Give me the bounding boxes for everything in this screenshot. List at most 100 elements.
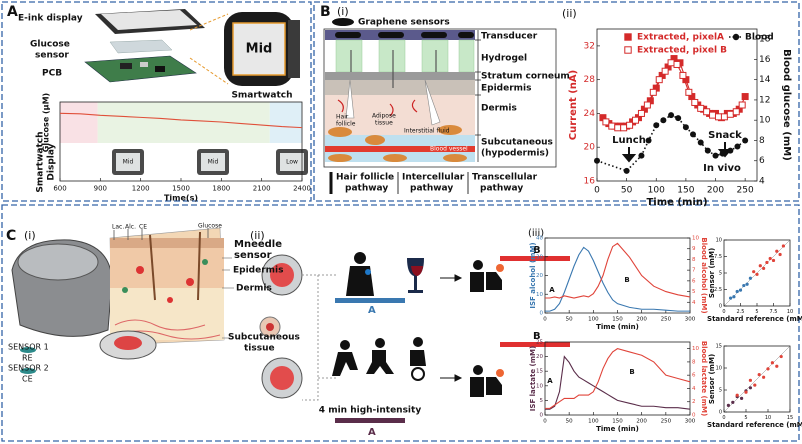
protocol-illustration-part bbox=[500, 256, 570, 261]
y2-axis-label: Blood lactate (mM) bbox=[700, 341, 708, 416]
x-axis-label: Time (min) bbox=[596, 425, 639, 433]
marker bbox=[709, 111, 717, 119]
marker bbox=[729, 296, 733, 300]
annotation: A bbox=[549, 286, 555, 294]
callout: Adipose bbox=[372, 113, 396, 120]
x-tick-label: 5 bbox=[755, 309, 758, 315]
device-illustration-part bbox=[288, 20, 300, 78]
y-tick-label: 20 bbox=[536, 354, 543, 360]
x-tick-label: 10 bbox=[787, 309, 793, 315]
marker bbox=[752, 270, 756, 274]
x-tick-label: 0 bbox=[543, 316, 547, 322]
x-tick-label: 1200 bbox=[132, 184, 150, 192]
marker bbox=[719, 150, 726, 157]
sensor-illustration-part bbox=[136, 266, 194, 303]
skin-diagram-part bbox=[323, 28, 557, 168]
y-axis-label: Glucose (μM) bbox=[42, 93, 51, 152]
y-tick-label: 10 bbox=[536, 292, 543, 298]
marker bbox=[768, 256, 772, 261]
screen-text: Mid bbox=[246, 42, 273, 57]
y-tick-label: 0 bbox=[540, 311, 544, 317]
x-tick-label: 5 bbox=[744, 415, 747, 421]
legend-label: Blood bbox=[745, 33, 774, 43]
marker bbox=[778, 252, 782, 257]
marker bbox=[660, 117, 667, 124]
x-tick-label: 15 bbox=[787, 415, 793, 421]
marker bbox=[748, 276, 753, 280]
subpanel-label: (i) bbox=[337, 5, 349, 18]
y-tick-label: 15 bbox=[716, 344, 722, 350]
y-tick-label: 24 bbox=[584, 109, 596, 119]
marker bbox=[668, 112, 675, 119]
protocol-illustration-part-part bbox=[302, 274, 319, 401]
x-axis-label: Time (min) bbox=[646, 197, 707, 208]
screen-text: Mid bbox=[123, 159, 134, 166]
y-axis-label: Sensor (mM) bbox=[708, 248, 716, 298]
sensor-illustration-part-part bbox=[149, 234, 156, 301]
protocol-illustration-part-part bbox=[413, 337, 423, 347]
skin-diagram-part-part bbox=[378, 32, 404, 38]
skin-diagram-part-part bbox=[411, 99, 418, 113]
label-bg bbox=[4, 3, 20, 20]
sensor-illustration-part bbox=[149, 231, 201, 301]
device-illustration-part-part bbox=[116, 153, 140, 171]
layer-label: (hypodermis) bbox=[481, 149, 549, 159]
pathway-label: pathway bbox=[345, 184, 388, 194]
x-tick-label: 50 bbox=[566, 316, 573, 322]
sensor-illustration-part bbox=[110, 238, 224, 248]
callout: E-ink display bbox=[18, 14, 83, 24]
annotation: Snack bbox=[708, 130, 742, 141]
panel-border-part bbox=[1, 204, 800, 442]
protocol-illustration-part-part bbox=[411, 367, 425, 381]
y2-tick-label: 9 bbox=[692, 246, 696, 252]
marker bbox=[775, 249, 779, 253]
y2-tick-label: 0 bbox=[692, 413, 696, 419]
x-tick-label: 900 bbox=[94, 184, 107, 192]
skin-diagram-part-part bbox=[337, 99, 344, 113]
x-tick-label: 150 bbox=[612, 316, 623, 322]
y2-tick-label: 8 bbox=[692, 359, 696, 365]
x-tick-label: 200 bbox=[707, 186, 724, 196]
y-tick-label: 28 bbox=[584, 75, 596, 85]
x-tick-label: 150 bbox=[677, 186, 694, 196]
y-tick-label: 20 bbox=[536, 273, 543, 279]
callout: 4 min high-intensity bbox=[319, 406, 422, 416]
marker bbox=[649, 88, 657, 96]
y-tick-label: 32 bbox=[584, 41, 595, 51]
pathway-label: pathway bbox=[480, 184, 523, 194]
sensor-illustration-part-part bbox=[20, 368, 36, 374]
annotation: B bbox=[624, 276, 629, 284]
protocol-illustration-part-part bbox=[366, 350, 394, 374]
callout: Interstitial fluid bbox=[404, 128, 450, 135]
callout: Glucose bbox=[30, 40, 70, 50]
y2-tick-label: 14 bbox=[759, 75, 771, 85]
protocol-illustration-part-part bbox=[375, 338, 385, 348]
plot-frame bbox=[596, 28, 758, 182]
pathway-label: Intercellular bbox=[402, 173, 465, 183]
skin-tag: Lac. bbox=[112, 224, 124, 231]
region bbox=[97, 102, 270, 143]
skin-diagram-part bbox=[335, 32, 474, 38]
callout: sensor bbox=[234, 250, 272, 261]
device-illustration-part bbox=[140, 62, 148, 67]
layer-label: Epidermis bbox=[481, 84, 531, 94]
y-tick-label: 30 bbox=[536, 254, 543, 260]
y-axis-label: Sensor (mM) bbox=[708, 354, 716, 404]
device-illustration-part bbox=[120, 63, 132, 69]
marker bbox=[655, 76, 663, 84]
y2-axis-label: Blood glucose (mM) bbox=[781, 49, 792, 161]
label-bg bbox=[4, 226, 20, 244]
protocol-illustration-part-part bbox=[365, 269, 371, 275]
marker bbox=[770, 361, 775, 365]
marker bbox=[771, 258, 776, 263]
x-tick-label: 2100 bbox=[253, 184, 271, 192]
y-axis-label: ISF lactate (mM) bbox=[529, 346, 537, 411]
device-illustration-part-part bbox=[201, 153, 225, 171]
reference-line bbox=[723, 345, 791, 413]
marker bbox=[762, 375, 766, 379]
x-tick-label: 2.5 bbox=[737, 309, 745, 315]
y2-tick-label: 10 bbox=[692, 236, 699, 242]
skin-diagram-part bbox=[350, 50, 437, 88]
